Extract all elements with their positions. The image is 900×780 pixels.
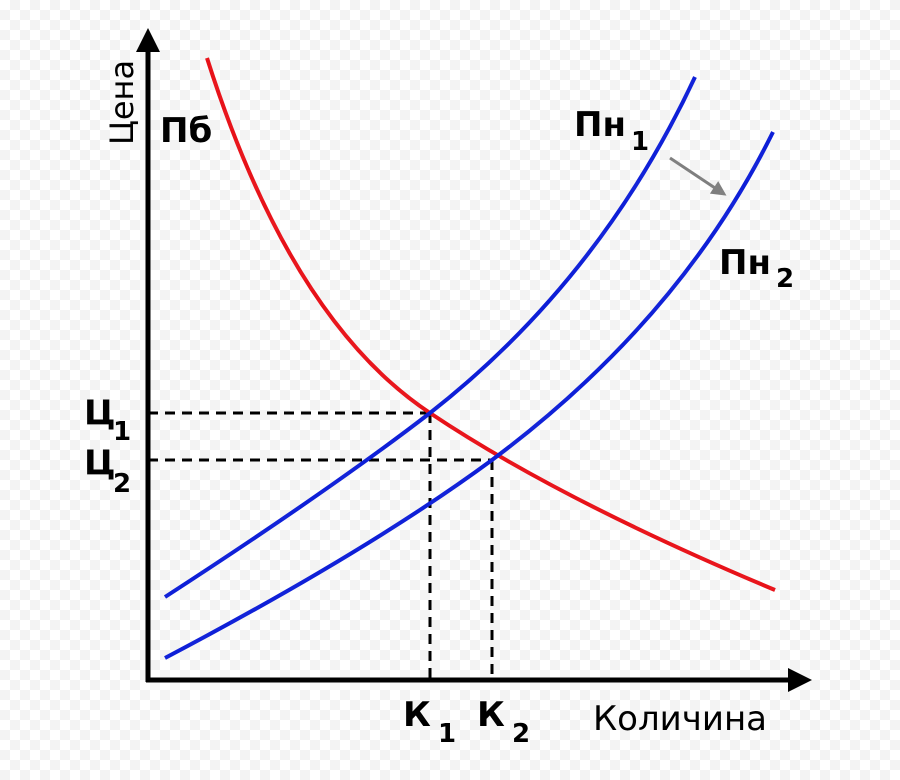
quantity-label: К xyxy=(477,695,505,735)
shift-arrow xyxy=(669,156,727,196)
quantity-subscript: 2 xyxy=(512,719,530,749)
guides xyxy=(148,411,494,680)
price-label: Ц xyxy=(84,443,116,483)
x-axis-label: Количина xyxy=(593,699,767,739)
price-label: Ц xyxy=(84,393,116,433)
quantity-label: К xyxy=(403,695,431,735)
price-subscript: 1 xyxy=(113,417,131,447)
curve-label: Пн xyxy=(574,105,626,145)
quantity-subscript: 1 xyxy=(438,719,456,749)
price-subscript: 2 xyxy=(113,469,131,499)
supply-curve-1 xyxy=(163,76,697,599)
x-axis-arrow xyxy=(788,668,812,692)
y-axis-label: Цена xyxy=(103,60,141,145)
axes xyxy=(136,28,812,692)
supply-curve-2 xyxy=(164,131,775,660)
curve-subscript: 2 xyxy=(776,264,794,294)
curve-subscript: 1 xyxy=(631,127,649,157)
curve-label: Пб xyxy=(160,111,212,151)
curve-label: Пн xyxy=(719,243,771,283)
y-axis-arrow xyxy=(136,28,160,52)
